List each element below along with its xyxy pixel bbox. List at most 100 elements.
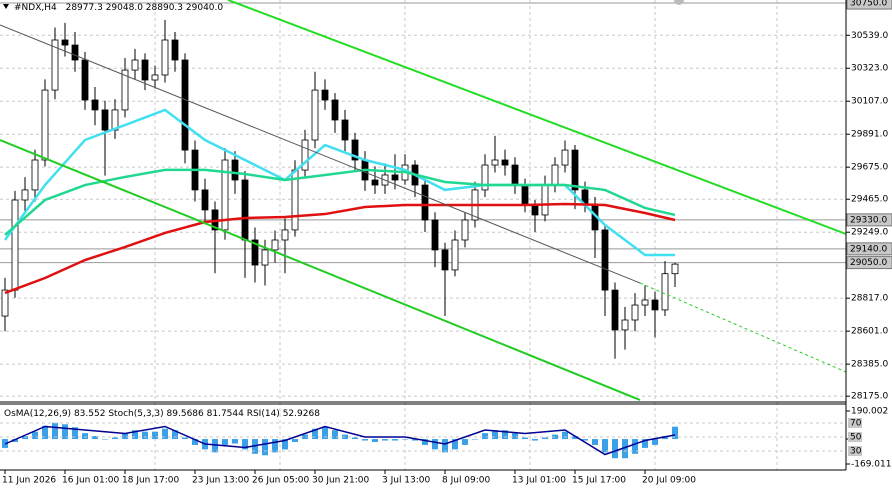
candle-body (221, 159, 229, 231)
y-tick-label: 30323.0 (851, 64, 888, 74)
candle-body (421, 184, 429, 221)
osma-bar (122, 433, 128, 440)
candle-body (21, 189, 29, 201)
y-tick-label: 29675.0 (851, 163, 888, 173)
candle-body (281, 229, 289, 241)
candle-body (601, 229, 609, 291)
candle-body (131, 59, 139, 71)
candle-body (611, 289, 619, 331)
indicator-legend: OsMA(12,26,9) 83.552 Stoch(5,3,3) 89.568… (4, 409, 320, 419)
osma-bar (602, 439, 608, 453)
y-tick-label: 30539.0 (851, 31, 888, 41)
osma-bar (672, 426, 678, 440)
candle-body (261, 249, 269, 266)
osma-bar (492, 430, 498, 440)
osma-bar (52, 422, 58, 440)
candle-body (491, 159, 499, 166)
x-tick-label: 15 Jul 17:00 (572, 476, 626, 486)
open-value: 28977.3 (66, 3, 103, 13)
rsi-tick-label: 70 (850, 419, 862, 429)
candle-body (161, 39, 169, 76)
osma-bar (572, 436, 578, 440)
candle-body (121, 69, 129, 111)
candle-body (621, 319, 629, 331)
osma-bar (542, 437, 548, 440)
candle-body (41, 89, 49, 161)
osma-bar (32, 431, 38, 440)
shift-marker (674, 0, 684, 5)
osma-bar (22, 436, 28, 440)
x-tick-label: 26 Jun 05:00 (252, 476, 309, 486)
osma-bar (652, 439, 658, 445)
osma-bar (532, 439, 538, 441)
candle-body (441, 249, 449, 271)
osma-bar (102, 439, 108, 440)
osma-bar (442, 439, 448, 453)
rsi-tick-box (848, 432, 862, 442)
high-value: 29048.0 (106, 3, 143, 13)
candle-body (231, 159, 239, 181)
candle-body (521, 184, 529, 206)
osma-bar (352, 437, 358, 440)
rsi-value: 52.9268 (283, 409, 320, 419)
osma-bar (562, 431, 568, 440)
grid (0, 0, 846, 470)
candle-body (81, 59, 89, 101)
y-tick-label: 28385.0 (851, 360, 888, 370)
price-panel (1, 19, 679, 359)
osma-bar (582, 439, 588, 441)
osma-bar (212, 439, 218, 453)
y-tick-label: 29465.0 (851, 195, 888, 205)
candle-body (541, 184, 549, 216)
moving-average (4, 168, 676, 236)
osma-bar (42, 425, 48, 440)
x-tick-label: 20 Jul 09:00 (642, 476, 696, 486)
candle-body (351, 139, 359, 161)
x-tick-label: 18 Jun 17:00 (122, 476, 179, 486)
y-tick-label: 30107.0 (851, 97, 888, 107)
candle-body (431, 219, 439, 251)
moving-average (4, 202, 676, 295)
candle-body (551, 164, 559, 186)
close-value: 29040.0 (186, 3, 223, 13)
trend-channel (0, 0, 847, 401)
candle-body (171, 39, 179, 61)
candle-body (311, 89, 319, 141)
osma-bar (592, 439, 598, 445)
candle-body (91, 99, 99, 111)
candle-body (661, 273, 669, 311)
osma-bar (132, 430, 138, 440)
candle-body (451, 239, 459, 271)
low-value: 28890.3 (146, 3, 183, 13)
level-label: 29330.0 (850, 215, 887, 225)
candle-body (511, 164, 519, 186)
channel-lower (0, 139, 641, 401)
osma-bar (192, 439, 198, 445)
osma-bar (152, 431, 158, 440)
osma-bar (82, 433, 88, 440)
candle-body (271, 239, 279, 251)
rsi-tick-label: 30 (850, 447, 862, 457)
stoch-label: Stoch(5,3,3) (108, 409, 163, 419)
osma-bar (462, 439, 468, 445)
x-tick-label: 8 Jul 09:00 (442, 476, 491, 486)
candle-body (31, 159, 39, 191)
osma-bar (302, 434, 308, 440)
candle-body (331, 99, 339, 121)
candle-body (151, 74, 159, 81)
osma-bar (172, 430, 178, 440)
x-tick-label: 3 Jul 13:00 (382, 476, 431, 486)
y-tick-label: 29891.0 (851, 130, 888, 140)
rsi-tick-box (848, 418, 862, 428)
candle-body (321, 89, 329, 101)
y-tick-label: 28175.0 (851, 392, 888, 402)
osma-bar (62, 424, 68, 440)
level-label: 30750.0 (850, 0, 887, 9)
osma-bar (472, 439, 478, 440)
rsi-tick-label: 50 (850, 433, 862, 443)
x-tick-label: 30 Jun 21:00 (312, 476, 369, 486)
osma-bar (292, 439, 298, 443)
candle-body (391, 174, 399, 181)
osma-tick-label: -169.011 (851, 460, 891, 470)
